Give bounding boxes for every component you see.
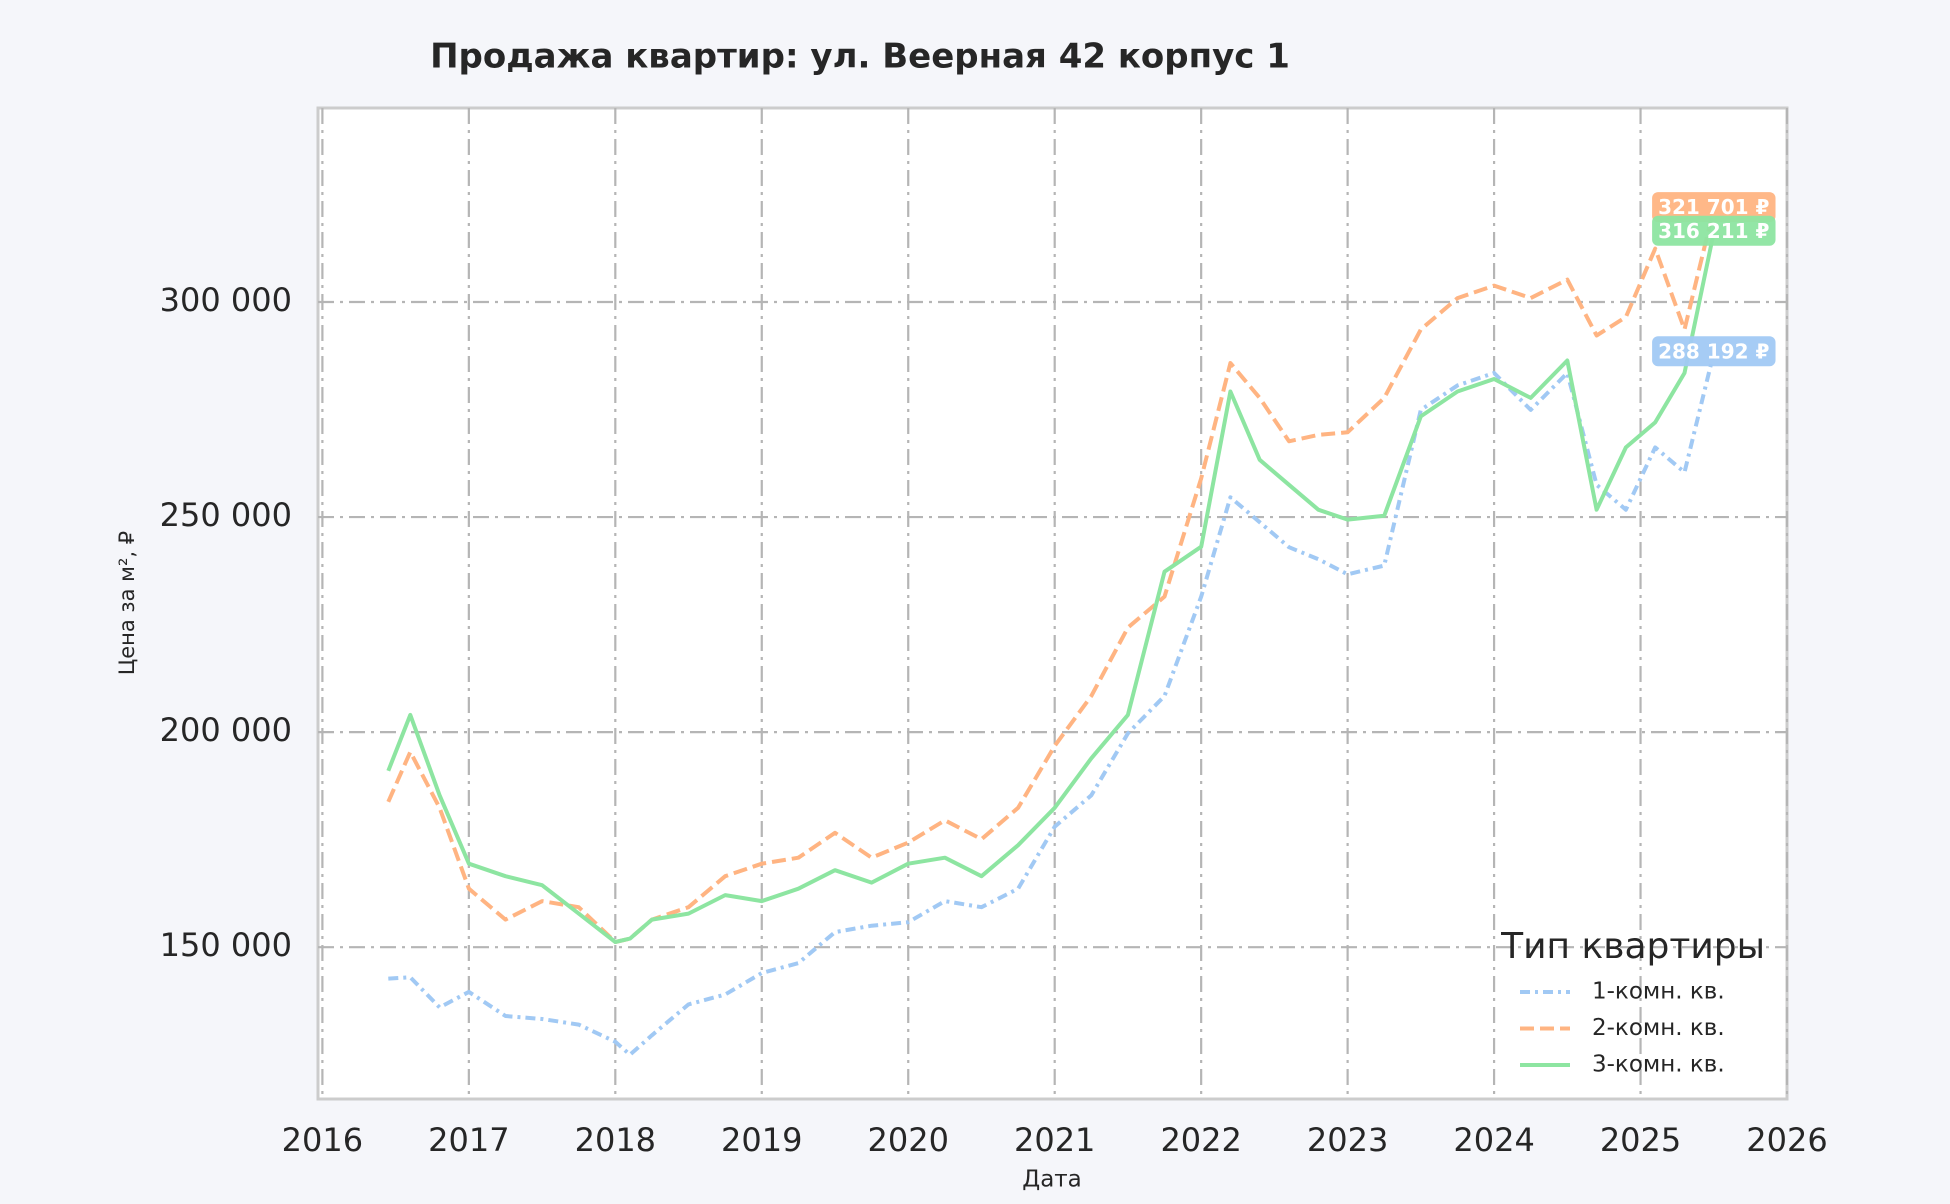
series-line (386, 231, 1716, 944)
legend-label: 2-комн. кв. (1592, 1015, 1725, 1041)
y-tick-label: 200 000 (160, 711, 292, 749)
x-tick-label: 2017 (428, 1121, 509, 1159)
y-axis-label: Цена за м², ₽ (115, 531, 139, 675)
chart-title: Продажа квартир: ул. Веерная 42 корпус 1 (430, 37, 1290, 77)
x-tick-label: 2026 (1746, 1121, 1827, 1159)
x-tick-label: 2016 (282, 1121, 363, 1159)
value-label-box (1652, 336, 1776, 367)
x-tick-label: 2018 (575, 1121, 656, 1159)
value-label-text: 321 701 ₽ (1658, 195, 1769, 219)
value-label-text: 288 192 ₽ (1658, 339, 1769, 363)
x-tick-label: 2019 (721, 1121, 802, 1159)
plot-area (316, 106, 1789, 1101)
y-tick-label: 150 000 (160, 926, 292, 964)
value-label-text: 316 211 ₽ (1658, 219, 1769, 243)
x-tick-label: 2021 (1014, 1121, 1095, 1159)
y-tick-label: 300 000 (160, 281, 292, 319)
series-line (388, 352, 1716, 1057)
value-label-box (1652, 192, 1776, 223)
legend-label: 3-комн. кв. (1592, 1052, 1725, 1078)
value-label: 316 211 ₽ (1652, 215, 1776, 246)
value-label: 288 192 ₽ (1652, 336, 1776, 367)
y-tick-label: 250 000 (160, 496, 292, 534)
x-tick-label: 2025 (1600, 1121, 1681, 1159)
legend-label: 1-комн. кв. (1592, 979, 1725, 1005)
x-tick-label: 2022 (1160, 1121, 1241, 1159)
x-axis-label: Дата (1022, 1167, 1082, 1193)
x-tick-label: 2023 (1307, 1121, 1388, 1159)
value-label: 321 701 ₽ (1652, 192, 1776, 223)
x-tick-label: 2020 (868, 1121, 949, 1159)
value-label-box (1652, 215, 1776, 246)
x-tick-label: 2024 (1453, 1121, 1534, 1159)
legend-title: Тип квартиры (1500, 926, 1765, 967)
